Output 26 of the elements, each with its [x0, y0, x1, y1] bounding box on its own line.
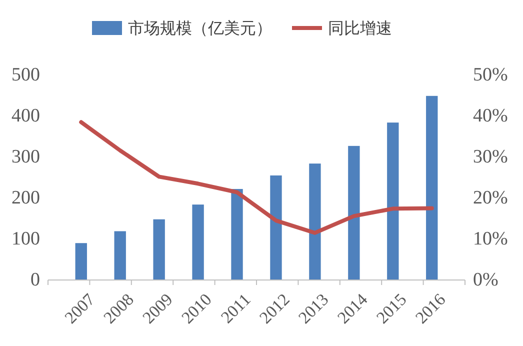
legend-label: 市场规模（亿美元）	[128, 18, 272, 38]
y-tick-label: 100	[12, 228, 40, 250]
bar	[75, 243, 87, 280]
bar	[192, 204, 204, 280]
line-series	[79, 120, 434, 235]
bar	[426, 96, 438, 280]
y-tick-label: 200	[12, 188, 40, 208]
x-tick-label: 2011	[217, 290, 254, 327]
bar	[348, 146, 360, 280]
y-tick-label: 0	[30, 270, 40, 290]
y2-tick-label: 40%	[473, 106, 508, 126]
y-tick-label: 300	[12, 146, 40, 168]
y2-tick-label: 50%	[473, 64, 508, 86]
bar	[153, 219, 165, 280]
bar	[270, 175, 282, 280]
y2-tick-label: 10%	[473, 228, 508, 250]
y2-tick-label: 30%	[473, 146, 508, 168]
y-tick-label: 500	[12, 64, 40, 86]
legend-label: 同比增速	[328, 18, 392, 38]
bar	[114, 231, 126, 280]
bar	[231, 188, 243, 280]
bar	[387, 122, 399, 280]
y-tick-label: 400	[12, 106, 40, 126]
bar	[309, 164, 321, 280]
y2-tick-label: 20%	[473, 188, 508, 208]
y2-tick-label: 0%	[473, 270, 498, 290]
